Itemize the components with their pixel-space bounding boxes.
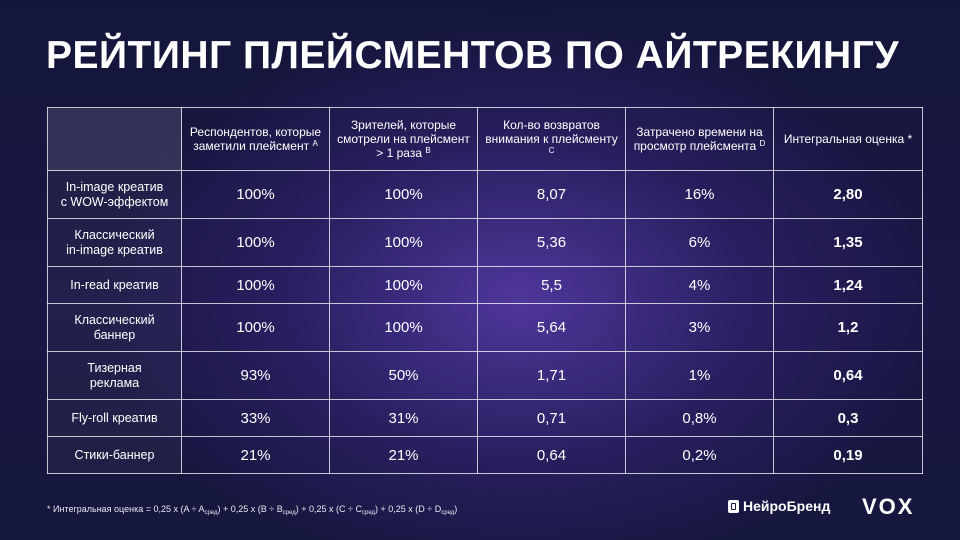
row-label-line-1: In-read креатив [70, 277, 159, 292]
row-label: Классический in-image креатив [47, 218, 182, 267]
row-label-line-1: Fly-roll креатив [71, 410, 158, 425]
table-row: Стики-баннер 21% 21% 0,64 0,2% 0,19 [47, 436, 923, 474]
cell-attention-returns: 0,71 [477, 399, 626, 437]
column-header-repeat-views: Зрителей, которые смотрели на плейсмент … [329, 107, 478, 171]
neurobrand-mark-icon [728, 499, 739, 513]
cell-integral-score: 1,2 [773, 303, 923, 352]
column-header-noticed: Респондентов, которые заметили плейсмент… [181, 107, 330, 171]
cell-noticed: 33% [181, 399, 330, 437]
cell-time-spent: 0,8% [625, 399, 774, 437]
cell-attention-returns: 1,71 [477, 351, 626, 400]
row-label: Тизерная реклама [47, 351, 182, 400]
cell-repeat-views: 100% [329, 303, 478, 352]
table-row: Тизерная реклама 93% 50% 1,71 1% 0,64 [47, 351, 923, 400]
table-header-row: Респондентов, которые заметили плейсмент… [47, 107, 923, 171]
cell-attention-returns: 5,5 [477, 266, 626, 304]
cell-time-spent: 16% [625, 170, 774, 219]
cell-repeat-views: 50% [329, 351, 478, 400]
column-header-integral-score: Интегральная оценка * [773, 107, 923, 171]
cell-attention-returns: 5,64 [477, 303, 626, 352]
cell-noticed: 100% [181, 266, 330, 304]
cell-repeat-views: 100% [329, 218, 478, 267]
cell-noticed: 100% [181, 303, 330, 352]
cell-repeat-views: 31% [329, 399, 478, 437]
cell-time-spent: 4% [625, 266, 774, 304]
row-label: In-image креатив с WOW-эффектом [47, 170, 182, 219]
table-row: In-image креатив с WOW-эффектом 100% 100% 8,… [47, 170, 923, 219]
row-label-line-1: Стики-баннер [74, 447, 155, 462]
row-label-line-1: Классический [74, 227, 155, 242]
cell-time-spent: 6% [625, 218, 774, 267]
row-label-line-1: In-image креатив [65, 179, 164, 194]
row-label: Fly-roll креатив [47, 399, 182, 437]
table-row: Классический баннер 100% 100% 5,64 3% 1,2 [47, 303, 923, 352]
row-label-line-2: реклама [89, 375, 140, 390]
row-label: Стики-баннер [47, 436, 182, 474]
cell-attention-returns: 0,64 [477, 436, 626, 474]
header-corner-cell [47, 107, 182, 171]
footnote: * Интегральная оценка = 0,25 x (A ÷ Aсре… [47, 504, 458, 516]
table-row: In-read креатив 100% 100% 5,5 4% 1,24 [47, 266, 923, 304]
cell-integral-score: 1,35 [773, 218, 923, 267]
cell-repeat-views: 21% [329, 436, 478, 474]
cell-integral-score: 0,64 [773, 351, 923, 400]
page-title: РЕЙТИНГ ПЛЕЙСМЕНТОВ ПО АЙТРЕКИНГУ [46, 34, 900, 77]
row-label-line-2: in-image креатив [66, 242, 163, 257]
cell-time-spent: 1% [625, 351, 774, 400]
cell-integral-score: 1,24 [773, 266, 923, 304]
table-row: Fly-roll креатив 33% 31% 0,71 0,8% 0,3 [47, 399, 923, 437]
cell-time-spent: 0,2% [625, 436, 774, 474]
vox-logo: VOX [862, 494, 915, 519]
cell-integral-score: 0,19 [773, 436, 923, 474]
cell-noticed: 21% [181, 436, 330, 474]
cell-noticed: 100% [181, 218, 330, 267]
rating-table: Респондентов, которые заметили плейсмент… [47, 107, 923, 474]
cell-attention-returns: 8,07 [477, 170, 626, 219]
row-label: Классический баннер [47, 303, 182, 352]
column-header-attention-returns: Кол-во возвратов внимания к плейсменту C [477, 107, 626, 171]
cell-integral-score: 2,80 [773, 170, 923, 219]
cell-noticed: 93% [181, 351, 330, 400]
cell-noticed: 100% [181, 170, 330, 219]
cell-repeat-views: 100% [329, 266, 478, 304]
cell-attention-returns: 5,36 [477, 218, 626, 267]
cell-time-spent: 3% [625, 303, 774, 352]
row-label-line-1: Тизерная [87, 360, 142, 375]
row-label-line-2: с WOW-эффектом [60, 194, 169, 209]
neurobrand-logo: НейроБренд [728, 498, 830, 514]
cell-integral-score: 0,3 [773, 399, 923, 437]
row-label-line-1: Классический [74, 312, 155, 327]
table-row: Классический in-image креатив 100% 100% 5,36… [47, 218, 923, 267]
column-header-time-spent: Затрачено времени на просмотр плейсмента… [625, 107, 774, 171]
cell-repeat-views: 100% [329, 170, 478, 219]
row-label: In-read креатив [47, 266, 182, 304]
row-label-line-2: баннер [93, 327, 136, 342]
neurobrand-logo-text: НейроБренд [743, 498, 831, 514]
